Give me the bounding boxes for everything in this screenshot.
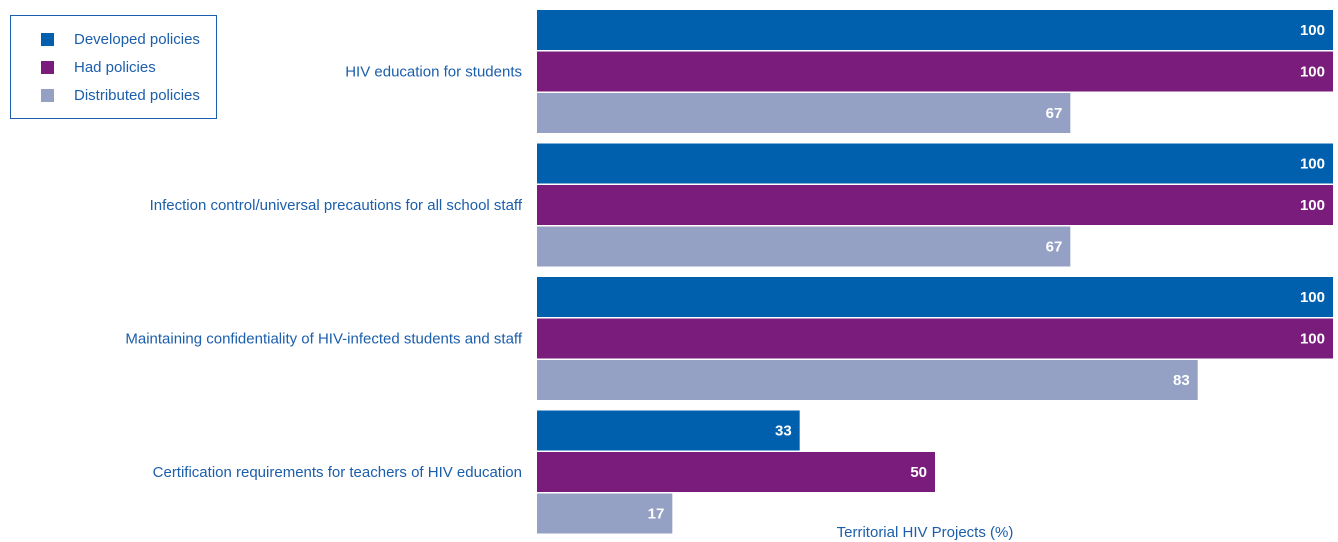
legend-swatch-developed-policies xyxy=(41,32,54,46)
bar-had-policies-4 xyxy=(537,452,935,492)
category-labels-group: HIV education for students Infection cont… xyxy=(125,64,522,482)
bar-distributed-policies-1 xyxy=(537,93,1071,133)
legend-label-distributed-policies: Distributed policies xyxy=(74,86,200,104)
bar-distributed-policies-2 xyxy=(537,226,1071,267)
category-label-2: Infection control/universal precautions … xyxy=(150,197,523,214)
data-label-developed-policies-4: 33 xyxy=(775,423,792,440)
bar-developed-policies-2 xyxy=(537,143,1333,184)
legend-label-developed-policies: Developed policies xyxy=(74,30,200,48)
data-label-had-policies-1: 100 xyxy=(1300,64,1325,81)
data-label-developed-policies-2: 100 xyxy=(1300,156,1325,173)
data-label-distributed-policies-2: 67 xyxy=(1046,239,1063,256)
x-axis-title: Territorial HIV Projects (%) xyxy=(837,524,1014,541)
legend-swatch-distributed-policies xyxy=(41,88,54,102)
category-label-1: HIV education for students xyxy=(345,64,522,81)
legend: Developed policies Had policies Distribu… xyxy=(10,15,217,119)
bars-group: 100 100 67 100 100 67 100 100 83 33 50 17 xyxy=(537,10,1333,534)
data-label-distributed-policies-4: 17 xyxy=(648,506,665,523)
legend-label-had-policies: Had policies xyxy=(74,58,156,76)
legend-item-had-policies: Had policies xyxy=(41,57,156,77)
legend-item-developed-policies: Developed policies xyxy=(41,29,200,49)
bar-developed-policies-4 xyxy=(537,410,800,451)
bar-developed-policies-1 xyxy=(537,10,1333,50)
data-label-had-policies-4: 50 xyxy=(910,464,927,481)
legend-swatch-had-policies xyxy=(41,60,54,74)
category-label-3: Maintaining confidentiality of HIV-infec… xyxy=(125,331,522,348)
data-label-distributed-policies-1: 67 xyxy=(1046,105,1063,122)
bar-developed-policies-3 xyxy=(537,277,1333,317)
bar-distributed-policies-3 xyxy=(537,360,1198,400)
data-label-developed-policies-3: 100 xyxy=(1300,289,1325,306)
bar-had-policies-2 xyxy=(537,185,1333,225)
legend-item-distributed-policies: Distributed policies xyxy=(41,85,200,105)
category-label-4: Certification requirements for teachers … xyxy=(153,464,522,481)
data-label-had-policies-3: 100 xyxy=(1300,331,1325,348)
data-label-had-policies-2: 100 xyxy=(1300,197,1325,214)
data-label-developed-policies-1: 100 xyxy=(1300,22,1325,39)
bar-distributed-policies-4 xyxy=(537,493,673,534)
bar-had-policies-1 xyxy=(537,51,1333,92)
data-label-distributed-policies-3: 83 xyxy=(1173,372,1190,389)
bar-had-policies-3 xyxy=(537,318,1333,359)
